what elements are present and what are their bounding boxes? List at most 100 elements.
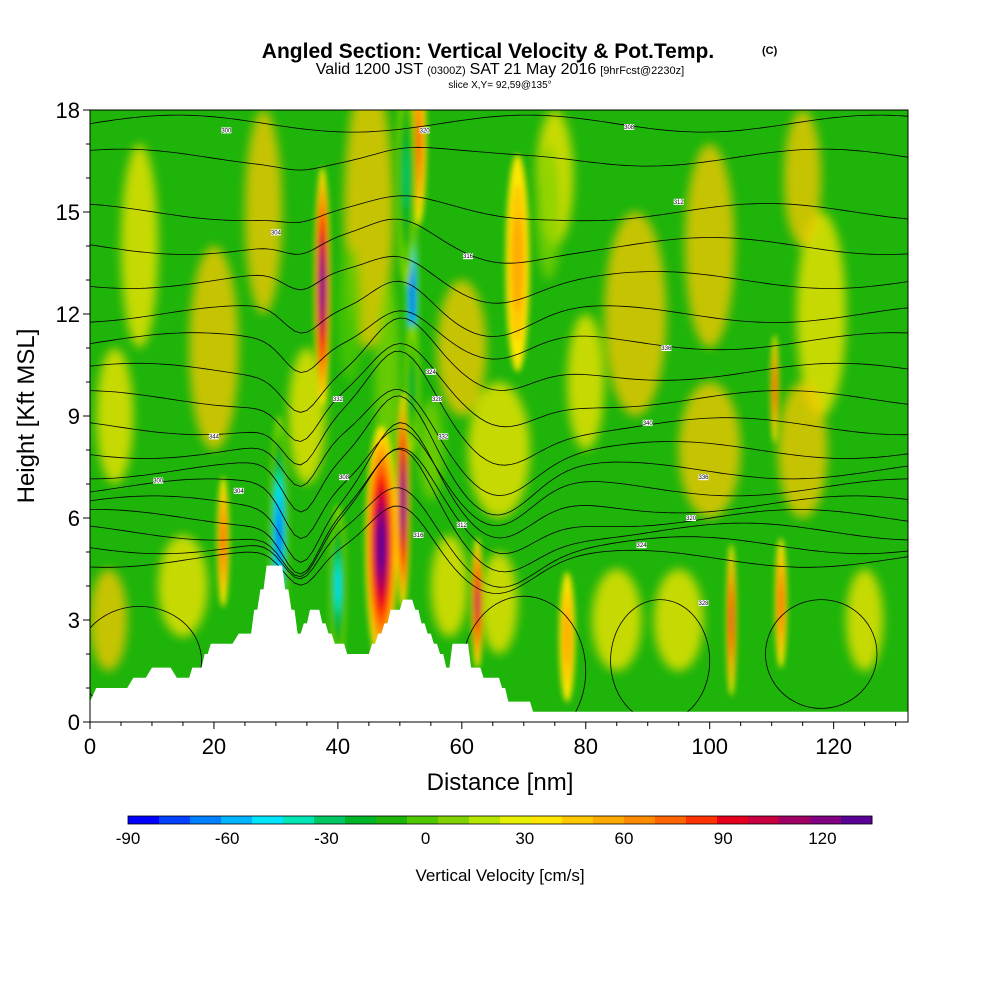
theta-contour-line (765, 599, 878, 709)
colorbar-swatch (841, 816, 873, 824)
theta-label-box (463, 253, 474, 260)
colorbar-swatch (438, 816, 470, 824)
theta-contour-label: 324 (426, 370, 437, 376)
colorbar-tick-label: 120 (808, 829, 836, 848)
x-tick-label: 0 (84, 734, 96, 759)
theta-contour-label: 332 (333, 397, 344, 403)
colorbar-swatch (190, 816, 222, 824)
y-tick-label: 9 (68, 404, 80, 429)
theta-label-box (413, 532, 424, 538)
theta-contour-line (90, 487, 908, 588)
colorbar-swatch (407, 816, 439, 824)
theta-contour-label: 312 (674, 200, 685, 206)
colorbar-tick-label: -30 (314, 829, 339, 848)
colorbar-swatch (779, 816, 811, 824)
theta-contour-label: 308 (339, 475, 350, 481)
theta-contour-label: 332 (438, 434, 449, 440)
colorbar-label: Vertical Velocity [cm/s] (415, 866, 584, 885)
theta-contour-line (90, 389, 908, 497)
copyright-mark: (C) (762, 45, 778, 57)
colorbar-swatch (314, 816, 346, 824)
colorbar-swatch (748, 816, 780, 824)
theta-label-box (221, 127, 232, 134)
colorbar-tick-label: 60 (615, 829, 634, 848)
theta-contour-line (90, 146, 908, 171)
chart-title: Angled Section: Vertical Velocity & Pot.… (262, 40, 714, 63)
theta-contour-line (90, 422, 908, 563)
x-tick-label: 80 (574, 734, 598, 759)
valid-date: SAT 21 May 2016 (470, 61, 597, 78)
theta-contour-line (90, 310, 908, 373)
theta-contour-label: 300 (221, 128, 232, 134)
colorbar-tick-label: 90 (714, 829, 733, 848)
theta-label-box (698, 600, 709, 606)
colorbar-swatch (810, 816, 842, 824)
colorbar-swatch (624, 816, 656, 824)
theta-contour-line (90, 350, 908, 466)
colorbar-swatch (221, 816, 253, 824)
theta-contour-line (90, 255, 908, 304)
y-tick-label: 6 (68, 506, 80, 531)
theta-contour-label: 328 (698, 601, 709, 607)
theta-contour-label: 304 (271, 230, 282, 236)
colorbar-swatch (500, 816, 532, 824)
x-tick-label: 20 (202, 734, 226, 759)
colorbar-swatch (128, 816, 160, 824)
theta-label-box (698, 474, 709, 481)
theta-label-box (661, 345, 672, 351)
colorbar-tick-label: -90 (116, 829, 141, 848)
theta-contour-label: 320 (420, 128, 431, 134)
colorbar-tick-label: -60 (215, 829, 240, 848)
colorbar-swatch (469, 816, 501, 824)
x-tick-label: 120 (815, 734, 852, 759)
y-tick-label: 3 (68, 608, 80, 633)
theta-label-box (153, 477, 164, 484)
theta-contours: 300 304 308 312 316 320 324 328 332 336 340 344 300 3… (90, 114, 908, 722)
theta-contour-line (90, 427, 908, 540)
colorbar-swatch (345, 816, 377, 824)
theta-label-box (270, 229, 281, 236)
theta-contour-label: 304 (234, 489, 245, 495)
y-axis-label: Height [Kft MSL] (13, 329, 40, 504)
colorbar-swatch (593, 816, 625, 824)
theta-label-box (456, 521, 467, 528)
y-tick-label: 0 (68, 710, 80, 735)
theta-contour-line (90, 447, 908, 575)
colorbar-swatch (562, 816, 594, 824)
colorbar-swatch (655, 816, 687, 824)
colorbar-ticks: -90 -60 -30 0 30 60 90 120 (116, 829, 837, 848)
theta-label-box (425, 368, 436, 375)
velocity-field (90, 110, 884, 703)
theta-contour-label: 316 (413, 533, 424, 539)
theta-contour-label: 340 (643, 421, 654, 427)
theta-contour-label: 336 (661, 346, 672, 352)
valid-time-line: Valid 1200 JST (0300Z) SAT 21 May 2016 [9hr… (316, 61, 684, 78)
theta-contour-label: 324 (637, 543, 648, 549)
theta-contour-label: 300 (153, 479, 164, 485)
theta-contour-label: 336 (698, 475, 709, 481)
y-tick-label: 18 (56, 98, 80, 123)
colorbar-swatch (686, 816, 718, 824)
forecast-tag: [9hrFcst@2230z] (600, 65, 684, 77)
colorbar-frame (127, 815, 873, 825)
theta-contour-line (90, 218, 908, 264)
colorbar-swatch (531, 816, 563, 824)
x-tick-label: 100 (691, 734, 728, 759)
x-axis-label: Distance [nm] (427, 769, 574, 796)
theta-contour-line (90, 395, 908, 516)
x-axis: 0 20 40 60 80 100 120 (84, 722, 897, 759)
theta-contour-label: 312 (457, 523, 468, 529)
colorbar-tick-label: 0 (421, 829, 430, 848)
theta-label-box (339, 474, 350, 481)
slice-info: slice X,Y= 92,59@135° (448, 80, 551, 91)
theta-contour-label: 344 (209, 434, 220, 440)
x-tick-label: 40 (326, 734, 350, 759)
x-tick-label: 60 (450, 734, 474, 759)
valid-time-prefix: Valid 1200 JST (316, 61, 424, 78)
theta-label-box (233, 487, 244, 494)
theta-contour-label: 320 (686, 516, 697, 522)
theta-label-box (624, 124, 635, 130)
theta-contour-line (90, 195, 908, 224)
y-tick-label: 15 (56, 200, 80, 225)
theta-contour-line (90, 343, 908, 442)
